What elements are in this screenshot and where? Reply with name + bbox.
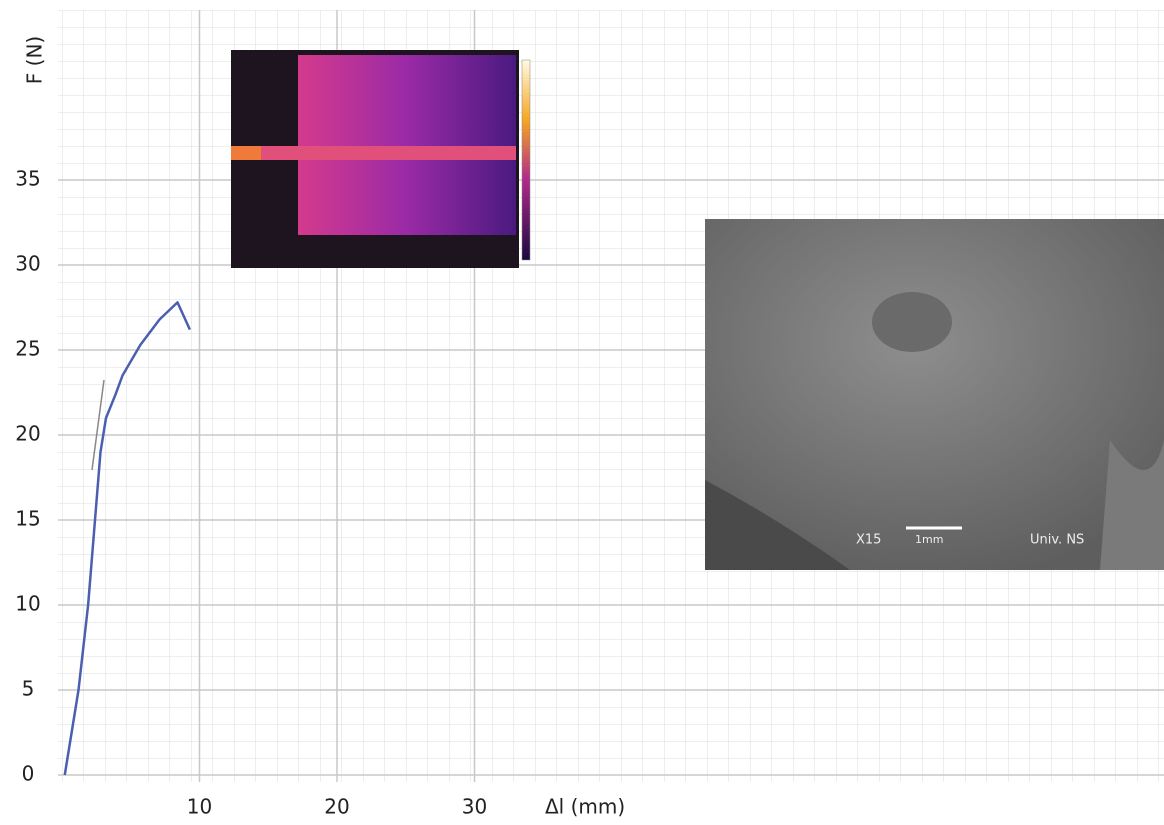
- y-tick-label: 20: [15, 422, 40, 446]
- sem-image: X15 1mm Univ. NS: [705, 219, 1164, 570]
- y-tick-label: 30: [15, 252, 40, 276]
- y-tick-label: 5: [22, 677, 35, 701]
- y-tick-label: 0: [22, 762, 35, 786]
- sem-magnification: X15: [856, 533, 881, 548]
- tangent-sketch: [91, 379, 105, 471]
- x-axis-label: Δl (mm): [545, 795, 625, 819]
- sem-scale: 1mm: [915, 533, 943, 546]
- y-tick-label: 35: [15, 167, 40, 191]
- y-tick-label: 10: [15, 592, 40, 616]
- thermal-image: [231, 50, 531, 268]
- y-tick-label: 15: [15, 507, 40, 531]
- sem-source: Univ. NS: [1030, 533, 1084, 548]
- force-curve: [63, 301, 192, 776]
- y-axis-label: F (N): [23, 36, 47, 84]
- x-tick-label: 30: [462, 795, 487, 819]
- x-tick-label: 10: [187, 795, 212, 819]
- y-tick-label: 25: [15, 337, 40, 361]
- x-tick-label: 20: [324, 795, 349, 819]
